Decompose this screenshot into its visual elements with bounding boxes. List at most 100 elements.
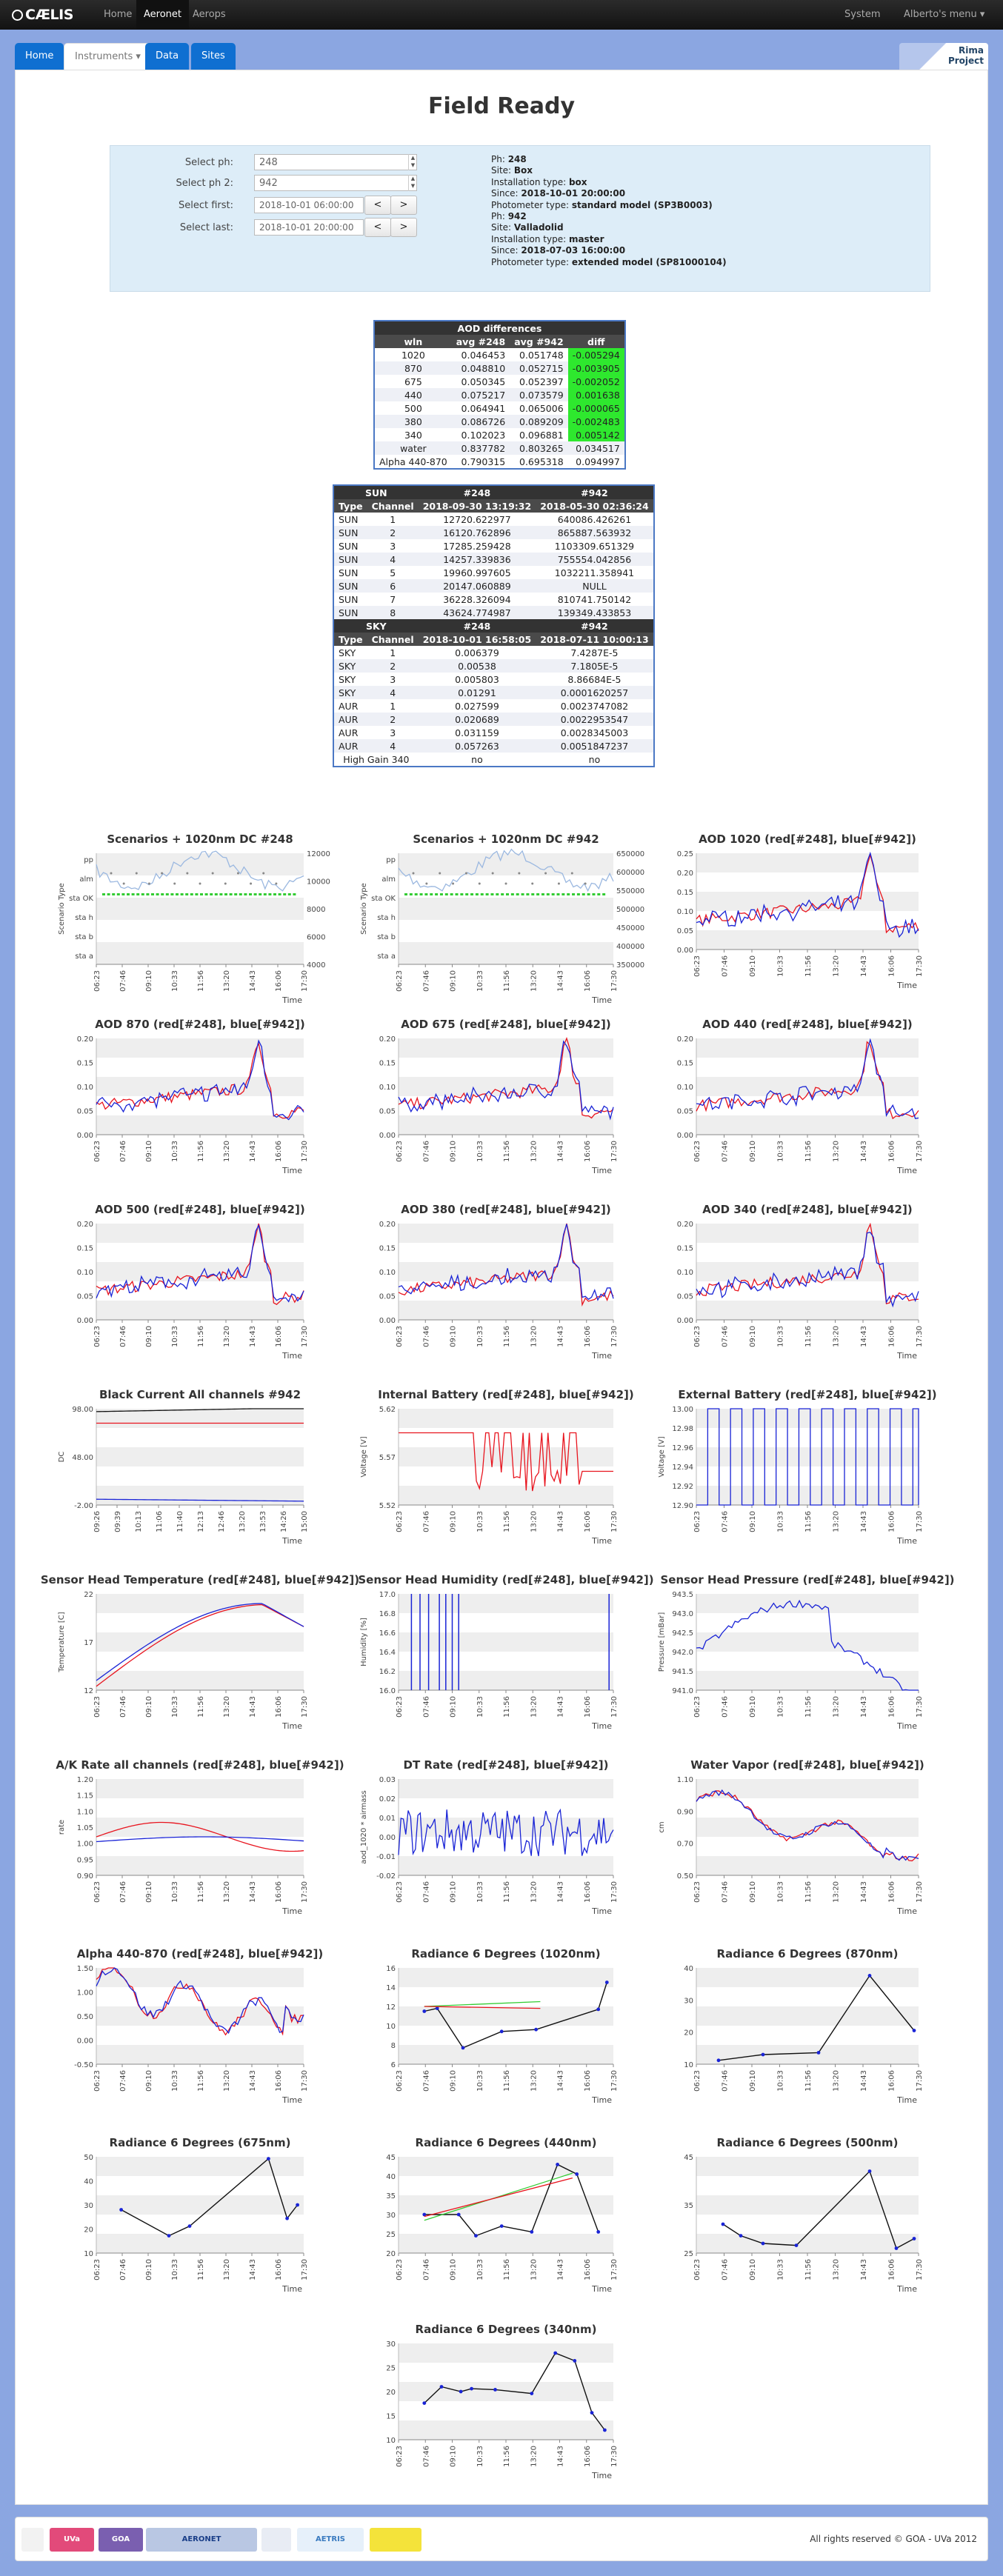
- sun-h942: #942: [536, 486, 653, 499]
- brand-logo[interactable]: CÆLIS: [12, 7, 73, 23]
- footer-logo-4[interactable]: [261, 2528, 291, 2552]
- footer-logo-aeronet[interactable]: AERONET: [146, 2528, 257, 2552]
- aod-header: diff: [567, 335, 624, 348]
- cal-cell: 19960.997605: [443, 567, 511, 578]
- rima-project-badge[interactable]: Rima Project: [899, 43, 988, 70]
- info-value: 2018-07-03 16:00:00: [521, 245, 626, 256]
- cal-cell: 0.0028345003: [560, 727, 629, 738]
- aod-cell: 0.064941: [461, 402, 506, 414]
- calibration-table: SUN #248 #942 Type Channel 2018-09-30 13:19:…: [333, 484, 655, 767]
- aod-cell: 380: [375, 415, 452, 428]
- tab-home[interactable]: Home: [15, 43, 64, 70]
- aod-cell: 0.086726: [451, 415, 510, 428]
- last-date-input[interactable]: 2018-10-01 20:00:00: [254, 219, 364, 236]
- aod-row: 440 0.075217 0.073579 0.001638: [375, 388, 624, 401]
- cal-row: SUN 1 12720.622977 640086.426261: [334, 513, 653, 526]
- copyright: All rights reserved © GOA - UVa 2012: [810, 2534, 977, 2544]
- ph-spinner-icon[interactable]: ▲ ▼: [408, 154, 417, 170]
- footer-logo-aetris[interactable]: AETRIS: [297, 2528, 364, 2552]
- nav-aeronet[interactable]: Aeronet: [136, 0, 190, 30]
- first-prev-button[interactable]: <: [364, 196, 391, 215]
- sky-h248: #248: [418, 619, 536, 633]
- footer-logo-1[interactable]: [21, 2528, 44, 2552]
- info-value: 2018-10-01 20:00:00: [521, 188, 626, 199]
- cal-row: AUR 3 0.031159 0.0028345003: [334, 726, 653, 739]
- aod-cell: -0.003905: [567, 361, 624, 375]
- info-line: Site: Box: [491, 165, 727, 176]
- aod-cell: 0.046453: [461, 349, 506, 361]
- aod-header: avg #942: [510, 335, 568, 348]
- cal-cell: 8: [367, 606, 419, 619]
- nav-user-menu[interactable]: Alberto's menu ▾: [904, 9, 985, 20]
- cal-row: SUN 2 16120.762896 865887.563932: [334, 526, 653, 539]
- first-date-input[interactable]: 2018-10-01 06:00:00: [254, 197, 364, 213]
- cal-cell: 0.00538: [418, 659, 536, 673]
- footer-logo-uva[interactable]: UVa: [50, 2528, 94, 2552]
- cal-subheader: 2018-10-01 16:58:05: [418, 633, 536, 646]
- cal-cell: 3: [390, 727, 396, 738]
- cal-cell: 0.0001620257: [536, 686, 653, 699]
- tab-sites[interactable]: Sites: [191, 43, 236, 70]
- cal-cell: NULL: [536, 579, 653, 593]
- cal-row: SKY 1 0.006379 7.4287E-5: [334, 646, 653, 659]
- cal-subheader: Type: [334, 633, 367, 646]
- cal-cell: 0.0022953547: [536, 713, 653, 726]
- cal-cell: SKY: [339, 673, 356, 685]
- cal-row: SUN 8 43624.774987 139349.433853: [334, 606, 653, 619]
- cal-row: High Gain 340 no no: [334, 753, 653, 766]
- ph2-spinner-icon[interactable]: ▲ ▼: [408, 175, 417, 191]
- aod-cell: 0.073579: [510, 388, 568, 401]
- rima-line2: Project: [947, 56, 984, 66]
- cal-cell: 1103309.651329: [554, 540, 635, 552]
- aod-cell: 0.051748: [519, 349, 564, 361]
- cal-cell: SUN: [339, 567, 359, 578]
- info-label: Installation type:: [491, 233, 569, 244]
- nav-aerops[interactable]: Aerops: [193, 9, 226, 20]
- cal-cell: 12720.622977: [443, 513, 511, 525]
- aod-cell: 0.075217: [451, 388, 510, 401]
- aod-cell: 0.050345: [461, 376, 506, 387]
- cal-subheader: Channel: [367, 633, 419, 646]
- cal-row: SKY 2 0.00538 7.1805E-5: [334, 659, 653, 673]
- footer-logo-6[interactable]: [370, 2528, 421, 2552]
- cal-cell: 7.4287E-5: [570, 647, 619, 658]
- cal-cell: 14257.339836: [418, 553, 536, 566]
- cal-subheader: 2018-05-30 02:36:24: [536, 499, 653, 513]
- top-navbar: CÆLIS Home Aeronet Aerops System Alberto…: [0, 0, 1003, 30]
- footer-logo-goa[interactable]: GOA: [99, 2528, 143, 2552]
- cal-cell: 4: [367, 686, 419, 699]
- info-label: Site:: [491, 165, 514, 176]
- aod-cell: 0.048810: [451, 361, 510, 375]
- cal-cell: 0.005803: [455, 673, 499, 685]
- sky-title: SKY: [334, 619, 419, 633]
- nav-home[interactable]: Home: [104, 9, 133, 20]
- aod-header: wln: [375, 335, 452, 348]
- cal-cell: SUN: [334, 553, 367, 566]
- aod-row: 500 0.064941 0.065006 -0.000065: [375, 401, 624, 415]
- aod-cell: -0.002052: [567, 375, 624, 388]
- last-prev-button[interactable]: <: [364, 218, 391, 237]
- aod-cell: -0.000065: [567, 401, 624, 415]
- aod-cell: 0.837782: [451, 441, 510, 455]
- cal-cell: AUR: [334, 713, 367, 726]
- cal-cell: 7.1805E-5: [536, 659, 653, 673]
- sun-h248: #248: [418, 486, 536, 499]
- tab-instruments[interactable]: Instruments ▾: [64, 43, 152, 70]
- info-label: Installation type:: [491, 176, 569, 187]
- ph2-label: Select ph 2:: [176, 178, 233, 189]
- ph2-select[interactable]: 942: [254, 175, 417, 191]
- info-line: Since: 2018-10-01 20:00:00: [491, 188, 727, 199]
- last-next-button[interactable]: >: [390, 218, 417, 237]
- tab-data[interactable]: Data: [145, 43, 190, 70]
- info-line: Installation type: master: [491, 234, 727, 245]
- cal-cell: 0.057263: [418, 739, 536, 753]
- info-label: Ph:: [491, 211, 508, 222]
- cal-cell: 0.01291: [418, 686, 536, 699]
- cal-cell: 20147.060889: [418, 579, 536, 593]
- aod-cell: -0.005294: [567, 348, 624, 361]
- first-next-button[interactable]: >: [390, 196, 417, 215]
- nav-system[interactable]: System: [844, 9, 881, 20]
- info-label: Photometer type:: [491, 256, 572, 267]
- ph-select[interactable]: 248: [254, 154, 417, 170]
- photometer-info: Ph: 248 Site: Box Installation type: box Si…: [491, 154, 727, 268]
